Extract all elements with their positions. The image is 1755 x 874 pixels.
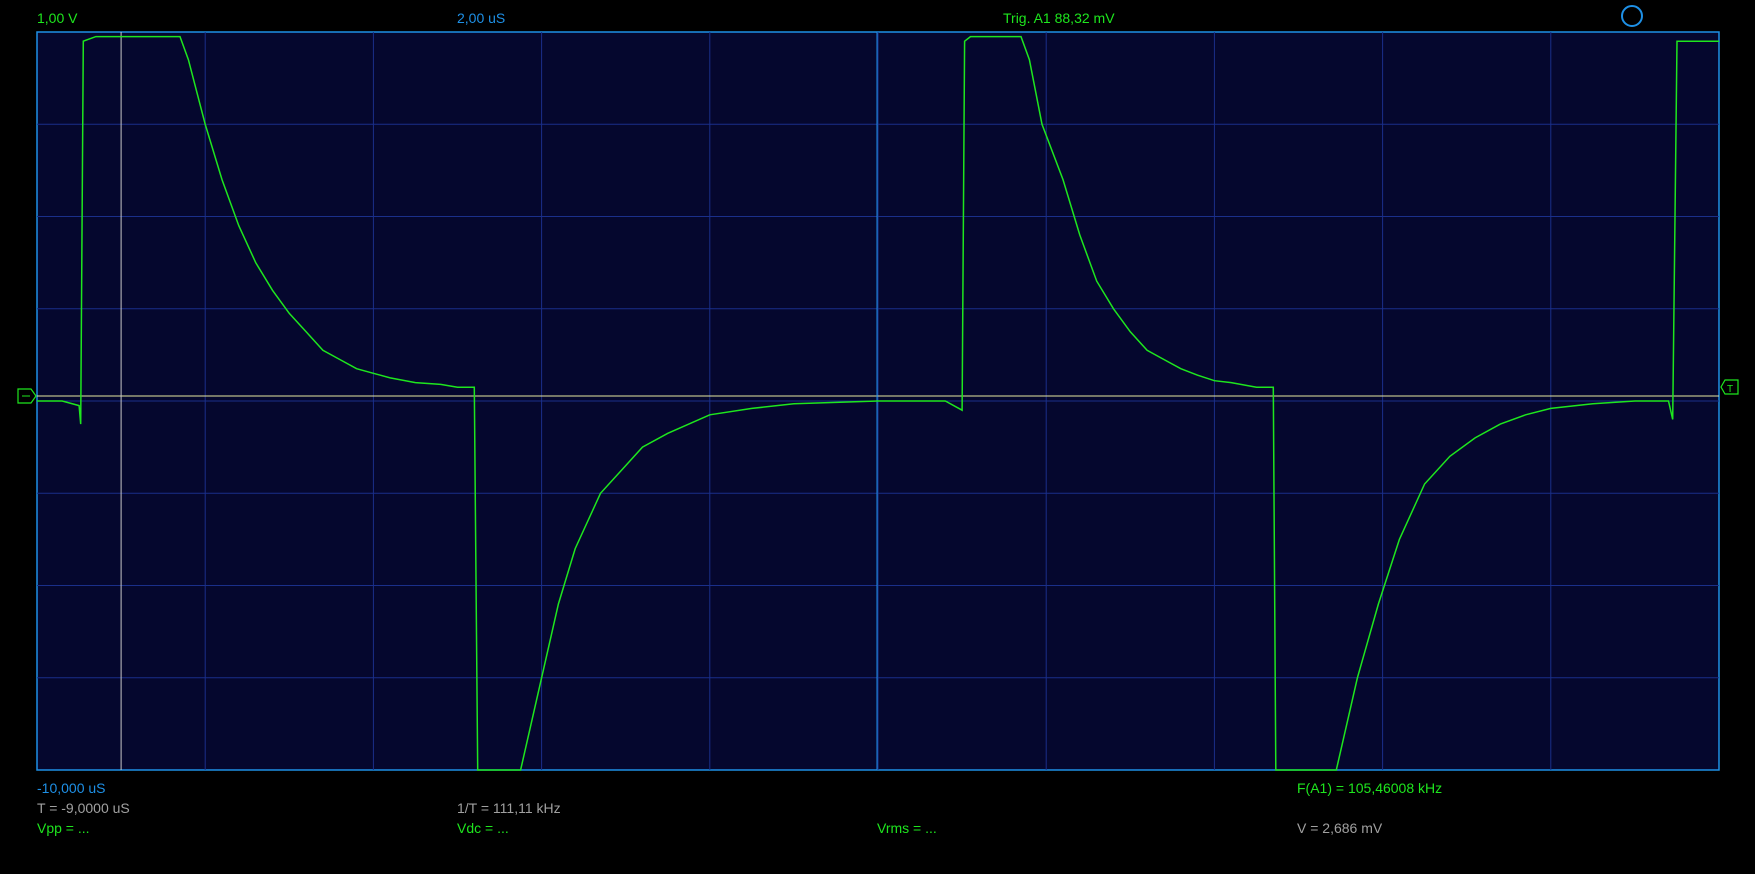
ground-marker-icon[interactable] (17, 388, 37, 404)
cursor-time-readout: T = -9,0000 uS (37, 800, 130, 816)
cursor-voltage-readout: V = 2,686 mV (1297, 820, 1383, 836)
channel-a1-trace (37, 35, 1719, 771)
vpp-readout[interactable]: Vpp = ... (37, 820, 90, 836)
grid-lines (37, 32, 1719, 770)
vrms-readout[interactable]: Vrms = ... (877, 820, 937, 836)
vdc-readout[interactable]: Vdc = ... (457, 820, 509, 836)
frequency-readout[interactable]: F(A1) = 105,46008 kHz (1297, 780, 1443, 796)
status-circle-icon[interactable] (1621, 5, 1643, 27)
volts-per-div-label[interactable]: 1,00 V (37, 10, 78, 26)
time-per-div-label[interactable]: 2,00 uS (457, 10, 506, 26)
svg-text:T: T (1727, 384, 1733, 395)
trigger-label[interactable]: Trig. A1 88,32 mV (1003, 10, 1115, 26)
time-offset-label[interactable]: -10,000 uS (37, 780, 106, 796)
cursor-inverse-time-readout: 1/T = 111,11 kHz (457, 800, 561, 816)
trigger-marker-icon[interactable]: T (1720, 379, 1739, 395)
